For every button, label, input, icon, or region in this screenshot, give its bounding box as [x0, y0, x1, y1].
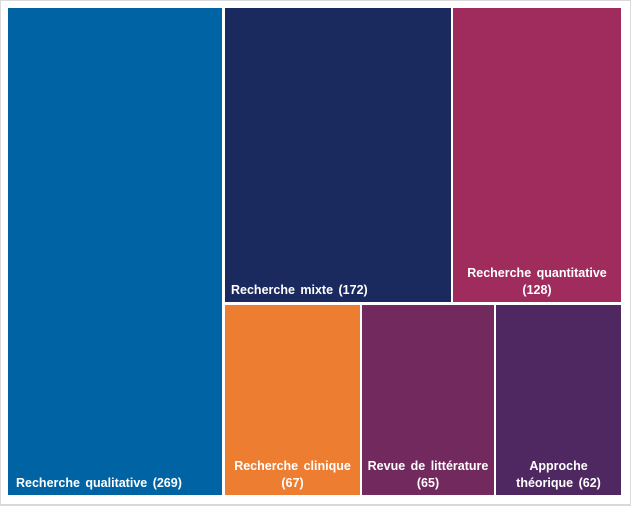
tile-label-line: Recherche mixte (172): [231, 283, 368, 297]
tile-label-line: (128): [522, 283, 552, 297]
treemap-tile-approche-theorique: Approche théorique (62): [496, 305, 621, 495]
tile-label-line: (67): [281, 476, 304, 490]
tile-label: Recherche clinique (67): [225, 458, 360, 492]
tile-label-line: Approche: [529, 459, 588, 473]
treemap-tile-revue-de-litterature: Revue de littérature (65): [362, 305, 494, 495]
tile-label: Recherche mixte (172): [231, 282, 368, 299]
tile-label-line: théorique (62): [516, 476, 601, 490]
tile-label-line: Recherche qualitative (269): [16, 476, 182, 490]
treemap-tile-recherche-mixte: Recherche mixte (172): [225, 8, 451, 302]
tile-label: Recherche quantitative (128): [453, 265, 621, 299]
treemap-tile-recherche-clinique: Recherche clinique (67): [225, 305, 360, 495]
treemap-tile-recherche-quantitative: Recherche quantitative (128): [453, 8, 621, 302]
tile-label-line: Recherche clinique: [234, 459, 351, 473]
tile-label: Approche théorique (62): [496, 458, 621, 492]
tile-label: Revue de littérature (65): [362, 458, 494, 492]
tile-label-line: Recherche quantitative: [467, 266, 607, 280]
treemap-tile-recherche-qualitative: Recherche qualitative (269): [8, 8, 222, 495]
tile-label-line: (65): [416, 476, 440, 490]
tile-label: Recherche qualitative (269): [16, 475, 182, 492]
tile-label-line: Revue de littérature: [367, 459, 489, 473]
